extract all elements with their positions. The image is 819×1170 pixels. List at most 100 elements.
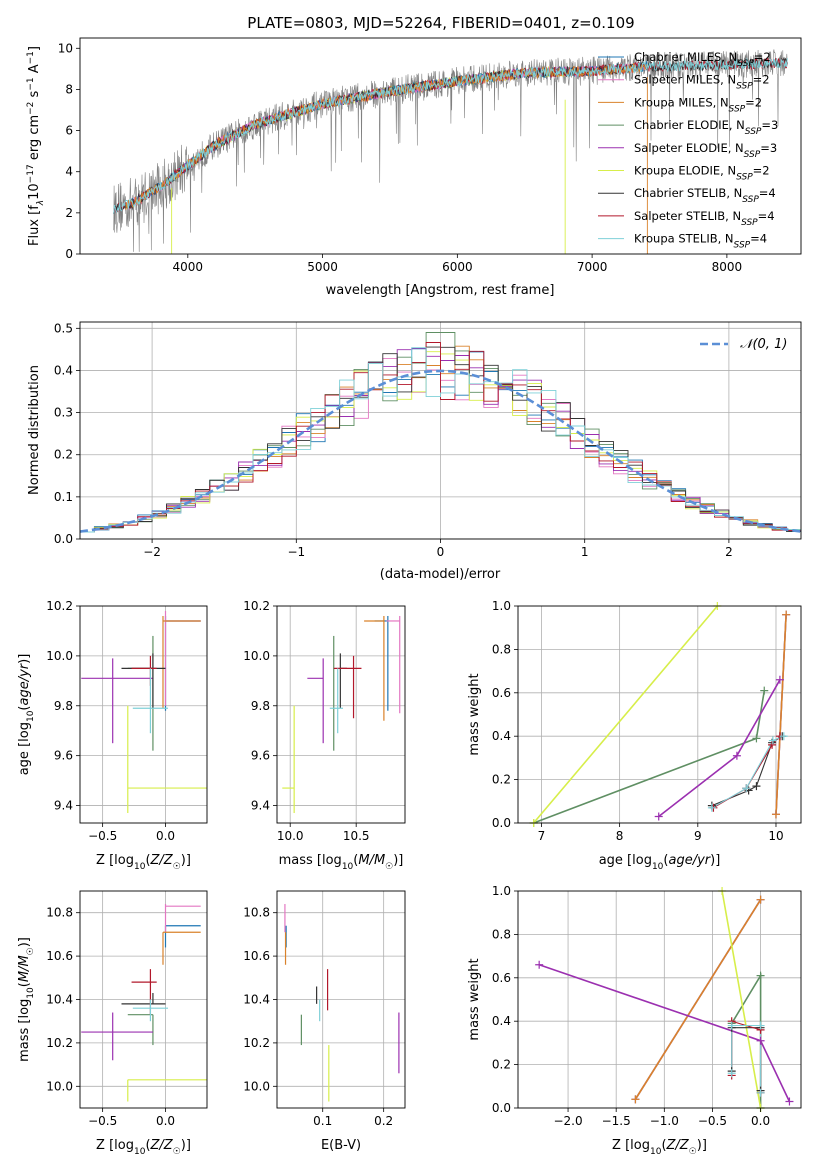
x-axis-label: Z [log10(Z/Z☉)]	[96, 1138, 191, 1157]
axes-frame	[79, 37, 802, 255]
y-tick-label: 10.2	[46, 599, 73, 613]
weight-line	[532, 606, 719, 823]
y-tick-label: 0.6	[492, 686, 511, 700]
y-tick-label: 0.2	[492, 773, 511, 787]
y-tick-label: 10.0	[243, 1079, 270, 1093]
plot-area	[518, 606, 801, 823]
histogram-step	[80, 332, 801, 533]
axes-frame	[276, 605, 406, 824]
y-axis-label: mass weight	[467, 673, 482, 755]
y-tick-label: 0.2	[54, 448, 73, 462]
x-axis-label: Z [log10(Z/Z☉)]	[96, 853, 191, 872]
plot-area	[277, 891, 405, 1108]
y-tick-label: 10.2	[46, 1036, 73, 1050]
weight-marker	[654, 812, 663, 821]
legend-entry: Salpeter MILES, NSSP=2	[634, 73, 770, 92]
y-tick-label: 0.0	[492, 816, 511, 830]
plot-area	[80, 891, 207, 1108]
legend-entry: Salpeter STELIB, NSSP=4	[634, 209, 775, 228]
weight-marker	[727, 1069, 736, 1078]
weight-marker	[756, 895, 765, 904]
panel-mass_vs_Z: −0.5 0.0 10.0 10.2 10.4 10.6 10.8 Z [log10(Z/Z☉…	[17, 890, 208, 1157]
x-axis-label: Z [log10(Z/Z☉)]	[612, 1138, 707, 1157]
y-tick-label: 0.6	[492, 971, 511, 985]
x-tick-label: 9	[694, 829, 702, 843]
x-tick-label: 0	[437, 545, 445, 559]
y-tick-label: 10.2	[243, 599, 270, 613]
x-tick-label: 0.0	[751, 1114, 770, 1128]
weight-line	[775, 614, 787, 815]
x-tick-label: 0.0	[156, 829, 175, 843]
weight-marker	[707, 803, 716, 812]
axes-frame	[517, 605, 802, 824]
weight-marker	[742, 784, 751, 793]
x-tick-label: −0.5	[698, 1114, 727, 1128]
y-axis-label: Flux [fλ10−17 erg cm−2 s−1 A−1]	[26, 46, 46, 246]
y-tick-label: 10.6	[46, 949, 73, 963]
weight-line	[711, 735, 785, 809]
weight-marker	[768, 740, 777, 749]
plot-area	[80, 322, 801, 539]
spectrum-model-line	[113, 57, 788, 214]
panel-residuals: −2 −1 0 1 2 0.0 0.1 0.2 0.3 0.4 0.5 𝒩(0, 1) (data-mo…	[27, 321, 802, 582]
y-tick-label: 0.4	[54, 363, 73, 377]
y-tick-label: 4	[65, 165, 73, 179]
spectrum-model-line	[113, 57, 788, 214]
y-tick-label: 0.0	[492, 1101, 511, 1115]
y-tick-label: 9.6	[251, 749, 270, 763]
x-tick-label: 8000	[712, 260, 743, 274]
x-tick-label: 0.1	[313, 1114, 332, 1128]
weight-marker	[782, 610, 791, 619]
y-tick-label: 10.0	[46, 1079, 73, 1093]
x-axis-label: E(B-V)	[321, 1138, 361, 1153]
x-tick-label: −1	[287, 545, 305, 559]
y-axis-label: mass [log10(M/M☉)]	[17, 937, 36, 1062]
x-tick-label: 10	[768, 829, 783, 843]
x-axis-label: age [log10(age/yr)]	[599, 853, 721, 872]
x-tick-label: 2	[725, 545, 733, 559]
y-tick-label: 10.2	[243, 1036, 270, 1050]
y-axis-label: mass weight	[467, 958, 482, 1040]
y-axis-label: age [log10(age/yr)]	[17, 654, 36, 776]
y-tick-label: 0.4	[492, 729, 511, 743]
y-tick-label: 9.4	[54, 799, 73, 813]
x-tick-label: 10.5	[343, 829, 370, 843]
y-tick-label: 0.4	[492, 1014, 511, 1028]
x-tick-label: −2.0	[553, 1114, 582, 1128]
y-tick-label: 10.4	[243, 993, 270, 1007]
legend-entry: 𝒩(0, 1)	[740, 337, 787, 352]
y-tick-label: 0.8	[492, 927, 511, 941]
weight-marker	[535, 960, 544, 969]
y-tick-label: 10.4	[46, 993, 73, 1007]
y-tick-label: 0.3	[54, 406, 73, 420]
x-tick-label: 1	[581, 545, 589, 559]
x-tick-label: 0.2	[374, 1114, 393, 1128]
weight-marker	[727, 1021, 736, 1030]
x-tick-label: 8	[616, 829, 624, 843]
weight-marker	[756, 1036, 765, 1045]
panel-weight_vs_age: 7 8 9 10 0.0 0.2 0.4 0.6 0.8 1.0 age [log10(age/yr…	[467, 599, 802, 872]
x-tick-label: −1.0	[650, 1114, 679, 1128]
panel-mass_vs_ebv: 0.1 0.2 10.0 10.2 10.4 10.6 10.8 E(B-V)	[243, 890, 406, 1153]
y-tick-label: 10.8	[243, 906, 270, 920]
weight-marker	[756, 1088, 765, 1097]
y-tick-label: 10.8	[46, 906, 73, 920]
y-tick-label: 0.8	[492, 642, 511, 656]
weight-marker	[779, 732, 788, 741]
weight-line	[533, 690, 766, 823]
y-tick-label: 10.6	[243, 949, 270, 963]
weight-marker	[752, 734, 761, 743]
x-axis-label: wavelength [Angstrom, rest frame]	[326, 283, 555, 298]
y-tick-label: 9.6	[54, 749, 73, 763]
y-tick-label: 0.2	[492, 1058, 511, 1072]
y-tick-label: 6	[65, 124, 73, 138]
y-tick-label: 10.0	[46, 649, 73, 663]
legend-entry: Kroupa ELODIE, NSSP=2	[634, 164, 770, 183]
weight-marker	[785, 1097, 794, 1106]
figure-title: PLATE=0803, MJD=52264, FIBERID=0401, z=0…	[247, 14, 634, 32]
x-axis-label: mass [log10(M/M☉)]	[279, 853, 404, 872]
x-tick-label: 4000	[173, 260, 204, 274]
weight-marker	[775, 675, 784, 684]
x-tick-label: 5000	[307, 260, 338, 274]
